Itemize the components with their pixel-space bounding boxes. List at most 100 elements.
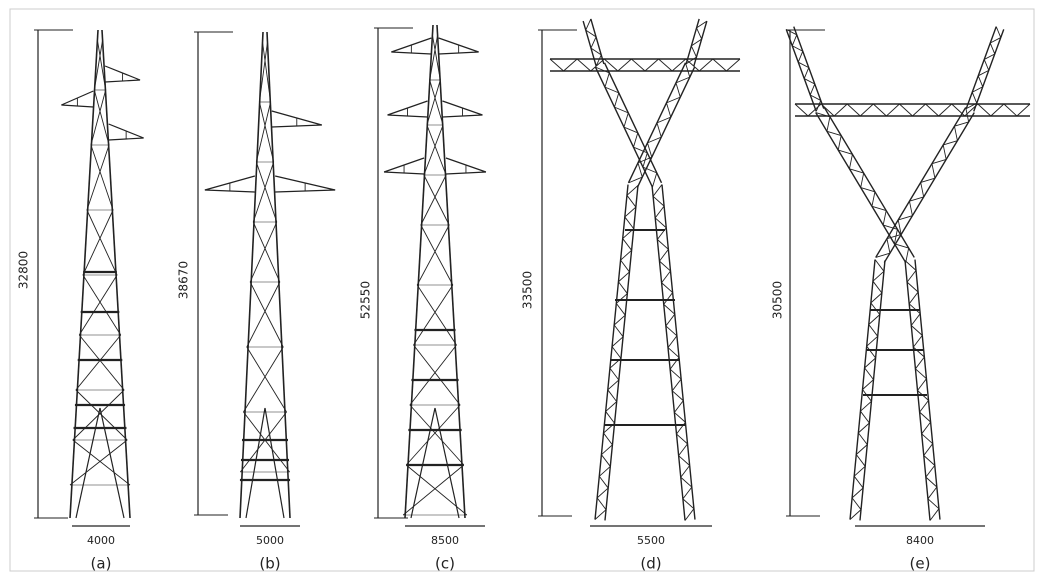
member-line	[611, 336, 624, 347]
member-line	[849, 168, 864, 174]
member-line	[684, 508, 695, 521]
member-line	[603, 58, 619, 72]
member-line	[803, 67, 810, 79]
member-line	[942, 144, 947, 160]
member-line	[93, 39, 104, 91]
member-line	[925, 465, 936, 478]
width-label: 8400	[906, 534, 934, 547]
member-line	[906, 281, 919, 293]
member-line	[667, 347, 680, 358]
member-line	[594, 184, 629, 520]
member-line	[864, 357, 876, 369]
member-line	[590, 18, 605, 65]
member-line	[798, 61, 809, 69]
member-line	[603, 62, 663, 184]
member-line	[682, 498, 695, 510]
member-line	[671, 390, 684, 401]
member-line	[626, 185, 639, 196]
member-line	[246, 346, 287, 413]
member-line	[240, 411, 287, 473]
member-line	[857, 432, 868, 445]
member-line	[871, 205, 887, 211]
member-line	[860, 410, 870, 424]
member-line	[262, 41, 272, 103]
member-line	[920, 182, 925, 198]
member-line	[431, 34, 441, 81]
member-line	[69, 29, 99, 519]
member-line	[883, 112, 975, 263]
member-line	[925, 103, 939, 117]
member-line	[971, 92, 978, 104]
member-line	[921, 421, 931, 435]
member-line	[899, 103, 913, 117]
member-line	[875, 252, 891, 258]
member-line	[678, 455, 690, 466]
member-line	[611, 346, 622, 359]
member-line	[792, 45, 803, 52]
member-line	[409, 344, 457, 406]
member-line	[927, 498, 940, 510]
member-line	[620, 249, 632, 261]
member-line	[983, 59, 990, 71]
member-line	[913, 346, 925, 358]
member-line	[870, 292, 883, 304]
member-line	[826, 116, 831, 132]
member-line	[429, 34, 439, 81]
member-line	[682, 486, 693, 500]
frame	[9, 8, 1035, 572]
member-line	[647, 136, 662, 144]
member-line	[652, 184, 663, 197]
member-line	[90, 89, 107, 146]
member-line	[914, 259, 941, 520]
member-line	[637, 162, 643, 178]
member-line	[605, 411, 615, 424]
member-line	[642, 166, 657, 174]
member-line	[873, 103, 887, 117]
member-line	[874, 259, 885, 272]
member-line	[402, 464, 465, 516]
member-line	[859, 260, 886, 521]
member-line	[965, 26, 997, 109]
member-line	[872, 280, 883, 294]
member-line	[423, 174, 450, 226]
member-line	[633, 146, 648, 154]
member-line	[833, 103, 848, 117]
member-line	[75, 407, 101, 519]
member-line	[82, 274, 122, 336]
member-line	[86, 209, 118, 276]
member-line	[596, 497, 607, 510]
member-line	[929, 508, 940, 521]
member-line	[675, 76, 690, 84]
member-line	[603, 432, 613, 446]
member-line	[675, 82, 681, 98]
member-line	[601, 454, 611, 467]
member-line	[613, 314, 626, 326]
member-line	[866, 335, 878, 347]
member-line	[954, 121, 969, 127]
member-line	[604, 86, 619, 94]
member-line	[255, 161, 278, 223]
member-line	[623, 112, 629, 128]
member-line	[78, 274, 118, 336]
member-line	[685, 56, 697, 65]
member-line	[671, 378, 682, 392]
member-line	[882, 210, 887, 226]
member-line	[647, 142, 653, 158]
member-line	[258, 101, 275, 163]
member-line	[927, 486, 938, 500]
member-line	[990, 37, 1001, 44]
member-line	[674, 400, 684, 413]
member-line	[866, 345, 876, 359]
member-line	[595, 66, 610, 74]
member-line	[652, 195, 665, 207]
member-line	[243, 346, 284, 413]
member-line	[846, 103, 861, 117]
member-line	[420, 224, 454, 286]
member-line	[858, 422, 870, 434]
member-line	[609, 367, 620, 381]
member-line	[807, 103, 822, 117]
member-line	[429, 79, 444, 126]
member-line	[585, 29, 597, 38]
member-line	[622, 238, 632, 251]
member-line	[870, 302, 881, 315]
